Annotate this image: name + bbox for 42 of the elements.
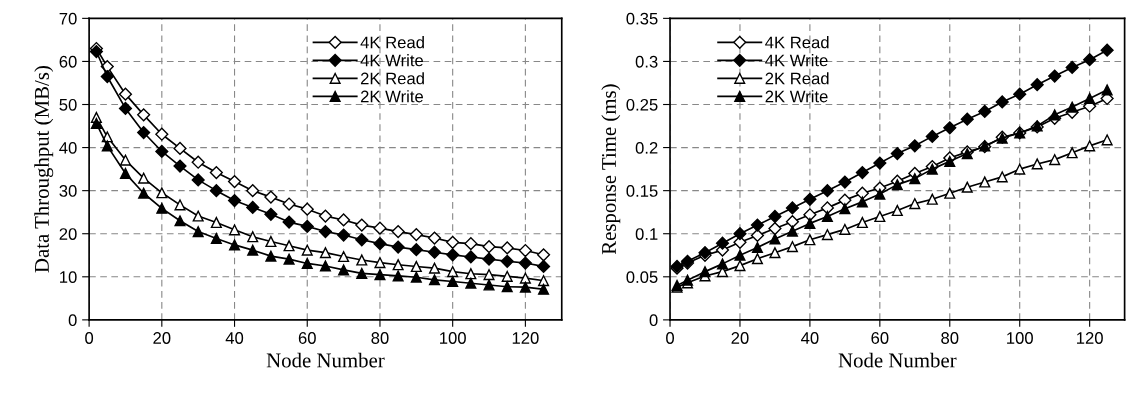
legend-label: 2K Write	[360, 90, 423, 103]
y-tick-label: 30	[59, 185, 77, 197]
legend-label: 2K Read	[765, 72, 829, 85]
x-tick-label: 80	[371, 332, 389, 344]
x-tick-label: 20	[153, 332, 171, 344]
x-tick-label: 120	[512, 332, 539, 344]
x-tick-label: 60	[871, 332, 889, 344]
y-tick-label: 20	[59, 228, 77, 240]
y-tick-label: 0.25	[626, 98, 658, 111]
legend-label: 2K Write	[765, 90, 828, 103]
y-tick-label: 40	[59, 141, 77, 154]
legend-label: 4K Write	[765, 54, 828, 67]
y-tick-label: 0.15	[626, 185, 658, 197]
y-tick-label: 0.3	[635, 55, 658, 68]
y-tick-label: 0.05	[626, 271, 658, 283]
legend-label: 4K Read	[765, 36, 829, 49]
x-axis-title: Node Number	[838, 352, 957, 368]
y-axis-title: Response Time (ms)	[601, 84, 621, 255]
x-tick-label: 120	[1077, 332, 1103, 344]
x-tick-label: 100	[440, 332, 466, 344]
legend-label: 2K Read	[360, 72, 424, 85]
y-tick-label: 70	[59, 12, 77, 25]
y-axis-title: Data Throughput (MB/s)	[34, 66, 54, 273]
x-tick-label: 100	[1007, 332, 1033, 344]
y-tick-label: 0.2	[635, 141, 658, 154]
y-tick-label: 0.35	[626, 12, 658, 25]
y-tick-label: 60	[59, 55, 77, 68]
y-tick-label: 0	[68, 314, 77, 327]
x-tick-label: 0	[666, 332, 675, 344]
x-tick-label: 80	[941, 332, 959, 344]
y-tick-label: 0	[649, 314, 658, 327]
y-tick-label: 0.1	[635, 228, 658, 240]
x-tick-label: 60	[298, 332, 316, 344]
y-tick-label: 10	[60, 271, 77, 283]
x-tick-label: 40	[801, 332, 819, 344]
x-tick-label: 0	[85, 332, 94, 344]
legend-label: 4K Read	[360, 36, 424, 49]
x-tick-label: 40	[225, 332, 244, 344]
y-tick-label: 50	[59, 98, 77, 111]
x-tick-label: 20	[731, 332, 749, 344]
x-axis-title: Node Number	[266, 352, 385, 368]
legend-label: 4K Write	[360, 54, 423, 67]
